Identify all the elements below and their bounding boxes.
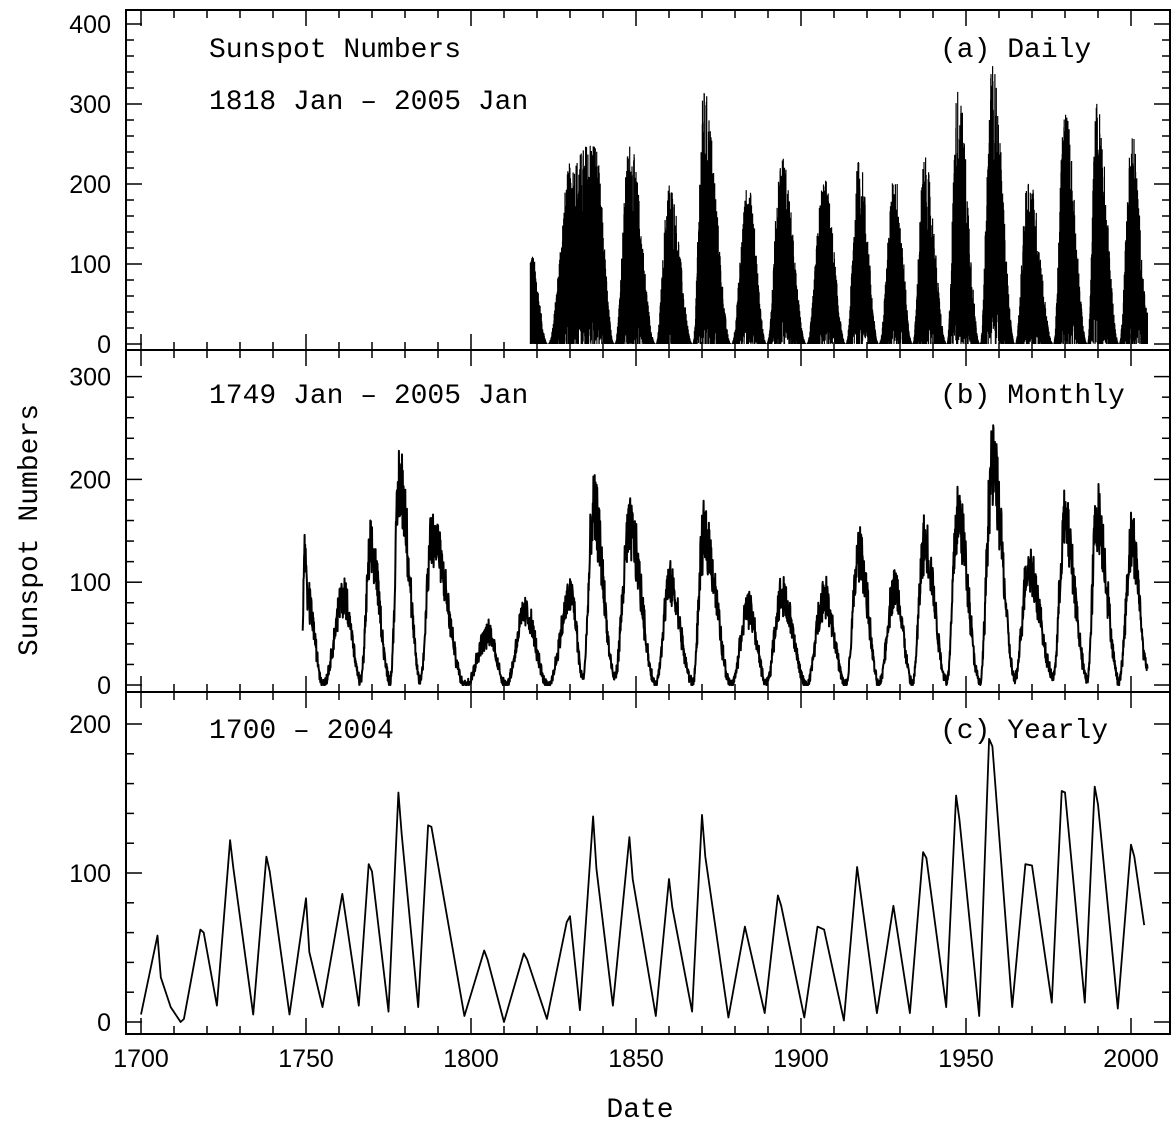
y-tick-label-daily: 100: [69, 251, 111, 279]
y-tick-label-daily: 200: [69, 171, 111, 199]
y-tick-label-yearly: 0: [97, 1009, 111, 1037]
y-tick-label-daily: 400: [69, 11, 111, 39]
panel-a-tag: (a) Daily: [940, 35, 1091, 66]
panel-b-range-label: 1749 Jan – 2005 Jan: [209, 381, 528, 412]
y-axis-title: Sunspot Numbers: [15, 404, 46, 656]
y-tick-label-monthly: 300: [69, 364, 111, 392]
panel-frame-yearly: [125, 691, 1171, 1035]
x-tick-label: 1700: [113, 1045, 169, 1073]
y-tick-label-daily: 300: [69, 91, 111, 119]
panel-a-title: Sunspot Numbers: [209, 35, 461, 66]
y-tick-label-yearly: 100: [69, 860, 111, 888]
y-tick-label-monthly: 200: [69, 466, 111, 494]
panel-a-range-label: 1818 Jan – 2005 Jan: [209, 87, 528, 118]
y-tick-label-yearly: 200: [69, 711, 111, 739]
x-tick-label: 1750: [278, 1045, 334, 1073]
panel-c-tag: (c) Yearly: [940, 716, 1108, 747]
y-tick-label-monthly: 100: [69, 569, 111, 597]
series-daily: [529, 66, 1148, 344]
x-tick-label: 1950: [938, 1045, 994, 1073]
x-tick-label: 1900: [773, 1045, 829, 1073]
x-axis-title: Date: [606, 1095, 673, 1126]
y-tick-label-monthly: 0: [97, 672, 111, 700]
x-tick-label: 1850: [608, 1045, 664, 1073]
x-tick-label: 2000: [1103, 1045, 1159, 1073]
x-tick-label: 1800: [443, 1045, 499, 1073]
series-yearly: [140, 738, 1146, 1023]
panel-c-range-label: 1700 – 2004: [209, 716, 394, 747]
series-monthly: [301, 424, 1149, 686]
panel-b-tag: (b) Monthly: [940, 381, 1125, 412]
y-tick-label-daily: 0: [97, 331, 111, 359]
